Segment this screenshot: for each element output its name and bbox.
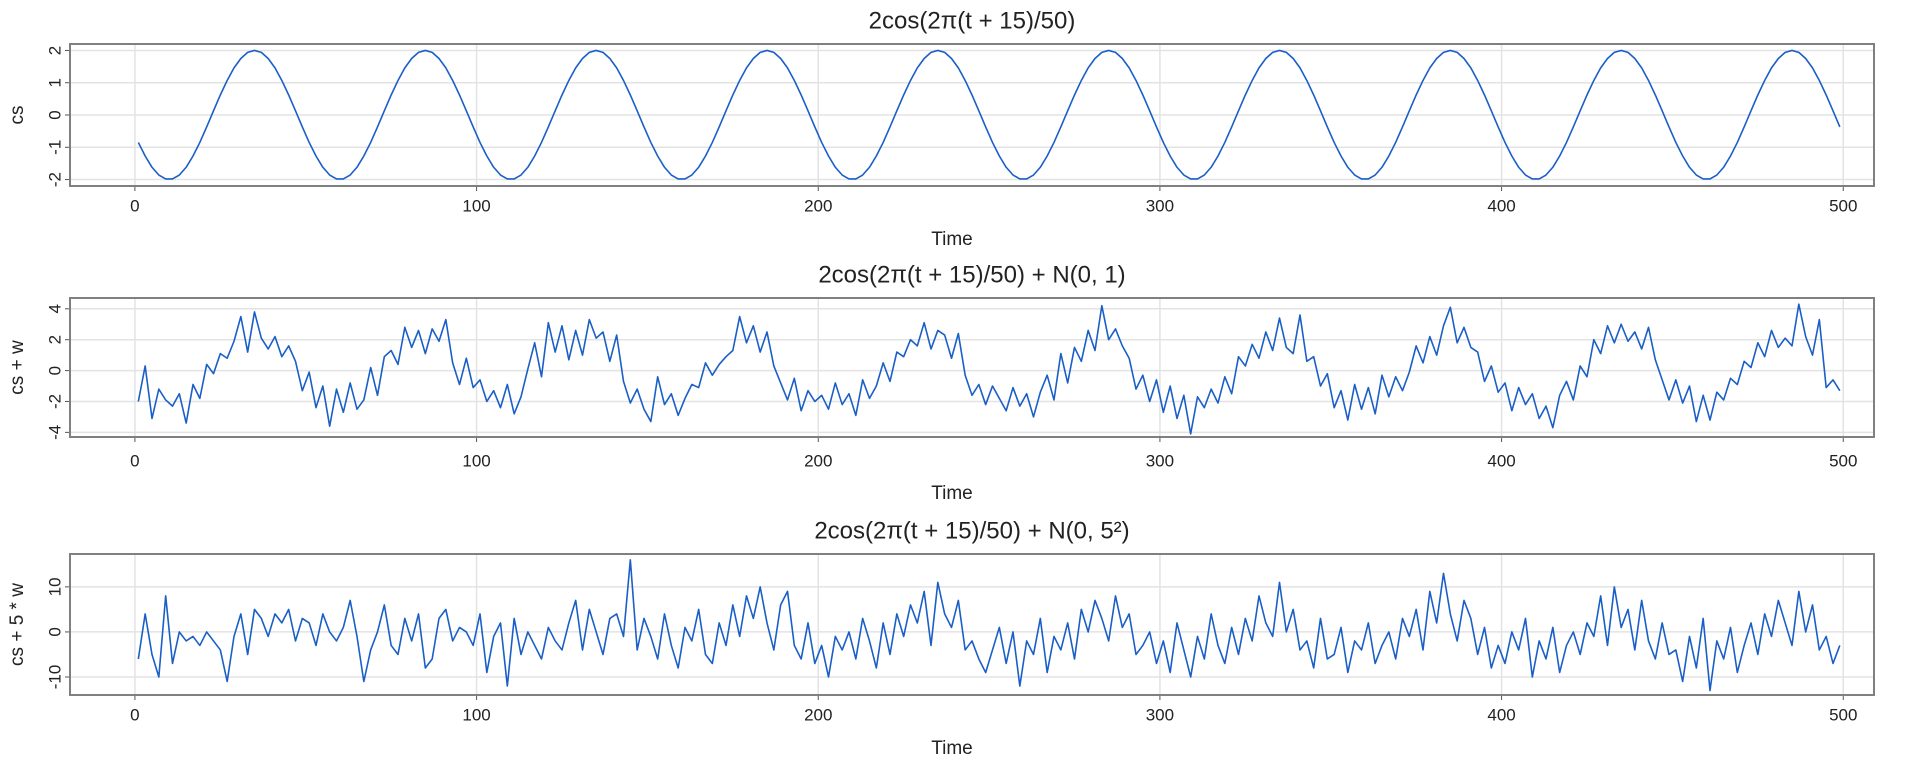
x-tick-label: 400 (1487, 451, 1515, 470)
x-axis-title: Time (931, 229, 973, 250)
x-tick-label: 300 (1146, 705, 1174, 724)
x-tick-label: 100 (462, 705, 490, 724)
y-tick-label: 2 (45, 46, 64, 55)
x-tick-label: 200 (804, 705, 832, 724)
x-tick-label: 0 (130, 196, 139, 215)
series-line (137, 559, 1841, 692)
y-axis-title: cs + 5 * w (7, 583, 28, 666)
x-axis-title: Time (931, 738, 973, 759)
x-tick-label: 100 (462, 196, 490, 215)
x-tick-label: 500 (1829, 705, 1857, 724)
y-axis-title: cs + w (7, 340, 28, 395)
x-tick-label: 300 (1146, 196, 1174, 215)
y-tick-label: 0 (45, 366, 64, 375)
chart-title: 2cos(2π(t + 15)/50) + N(0, 1) (818, 261, 1125, 288)
y-tick-label: 0 (45, 110, 64, 119)
x-tick-label: 200 (804, 196, 832, 215)
series-line (137, 303, 1841, 435)
y-tick-label: 2 (45, 335, 64, 344)
x-tick-label: 500 (1829, 196, 1857, 215)
y-tick-label: -4 (45, 425, 64, 440)
plot-frame (69, 43, 1875, 187)
chart-title: 2cos(2π(t + 15)/50) + N(0, 5²) (814, 517, 1129, 544)
x-tick-label: 300 (1146, 451, 1174, 470)
x-tick-label: 400 (1487, 196, 1515, 215)
x-tick-label: 400 (1487, 705, 1515, 724)
plot-frame (69, 553, 1875, 696)
x-tick-label: 0 (130, 451, 139, 470)
y-tick-label: 10 (45, 577, 64, 596)
x-tick-label: 200 (804, 451, 832, 470)
plot-frame (69, 297, 1875, 438)
y-tick-label: 1 (45, 78, 64, 87)
x-tick-label: 500 (1829, 451, 1857, 470)
chart-title: 2cos(2π(t + 15)/50) (869, 7, 1076, 34)
x-tick-label: 0 (130, 705, 139, 724)
y-tick-label: 4 (45, 304, 64, 313)
x-axis-title: Time (931, 483, 973, 504)
x-tick-label: 100 (462, 451, 490, 470)
y-tick-label: -2 (45, 394, 64, 409)
y-tick-label: -2 (45, 172, 64, 187)
y-tick-label: -10 (45, 665, 64, 690)
y-axis-title: cs (7, 106, 28, 125)
y-tick-label: 0 (45, 627, 64, 636)
series-line (137, 49, 1841, 180)
y-tick-label: -1 (45, 140, 64, 155)
